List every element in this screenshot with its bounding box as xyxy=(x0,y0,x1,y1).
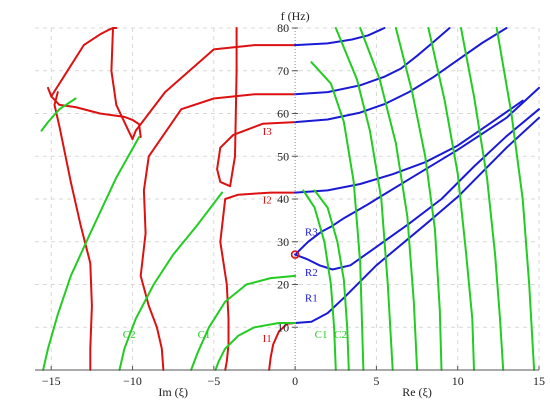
series-line-green xyxy=(313,189,350,371)
x-tick-label: 10 xyxy=(452,374,464,388)
y-tick-label: 80 xyxy=(277,21,289,35)
series-line-green xyxy=(359,27,419,371)
series-line-green xyxy=(42,136,141,371)
curve-label: I1 xyxy=(263,333,272,345)
series-line-blue xyxy=(294,108,540,271)
series-line-red xyxy=(53,91,93,371)
series-line-blue xyxy=(294,27,508,124)
curve-label: C1 xyxy=(198,329,211,341)
axes: −15 −10 −5 0 5 10 15 10 20 30 40 50 60 70 80 xyxy=(35,21,545,388)
curve-label: I2 xyxy=(263,194,272,206)
y-tick-label: 40 xyxy=(277,192,289,206)
x-axis-label-re: Re (ξ) xyxy=(402,385,432,399)
curve-label: I3 xyxy=(263,126,273,138)
y-tick-label: 30 xyxy=(277,235,289,249)
series-line-green xyxy=(334,27,394,371)
series-lines xyxy=(40,27,540,371)
series-line-green xyxy=(214,322,297,371)
series-line-red xyxy=(219,191,297,371)
point-marker xyxy=(290,250,300,259)
series-line-green xyxy=(427,27,475,371)
y-tick-label: 20 xyxy=(277,278,289,292)
curve-label: R2 xyxy=(305,267,318,279)
series-line-blue xyxy=(294,99,524,194)
series-line-red xyxy=(110,27,297,141)
series-line-blue xyxy=(294,27,386,47)
curve-label: C1 xyxy=(315,329,328,341)
y-axis-label: f (Hz) xyxy=(281,9,310,23)
y-tick-label: 50 xyxy=(277,149,289,163)
curve-label: R3 xyxy=(305,226,318,238)
series-line-green xyxy=(302,189,337,371)
y-tick-label: 70 xyxy=(277,64,289,78)
curve-labels: R1 R2 R3 I1 I2 I3 C1 C2 C1 C2 xyxy=(123,126,347,345)
y-tick-label: 60 xyxy=(277,107,289,121)
series-line-red xyxy=(50,95,142,138)
series-line-green xyxy=(310,61,365,371)
x-axis-label-im: Im (ξ) xyxy=(158,385,188,399)
series-line-red xyxy=(47,27,118,98)
curve-label: C2 xyxy=(123,329,136,341)
series-line-green xyxy=(394,27,443,371)
x-tick-label: 5 xyxy=(373,374,379,388)
series-line-green xyxy=(495,27,536,371)
y-tick-label: 10 xyxy=(277,320,289,334)
x-tick-label: −5 xyxy=(207,374,220,388)
series-line-green xyxy=(40,97,77,132)
curve-label: C2 xyxy=(334,329,347,341)
series-line-green xyxy=(190,274,297,371)
grid-lines xyxy=(35,27,540,370)
x-tick-label: 0 xyxy=(292,374,298,388)
series-line-green xyxy=(118,191,223,371)
series-line-green xyxy=(460,27,505,371)
curve-label: R1 xyxy=(305,293,318,305)
series-line-red xyxy=(216,27,297,188)
series-line-red xyxy=(139,93,297,371)
series-line-blue xyxy=(294,116,540,324)
x-tick-label: −10 xyxy=(123,374,142,388)
x-tick-label: −15 xyxy=(42,374,61,388)
x-tick-label: 15 xyxy=(533,374,545,388)
